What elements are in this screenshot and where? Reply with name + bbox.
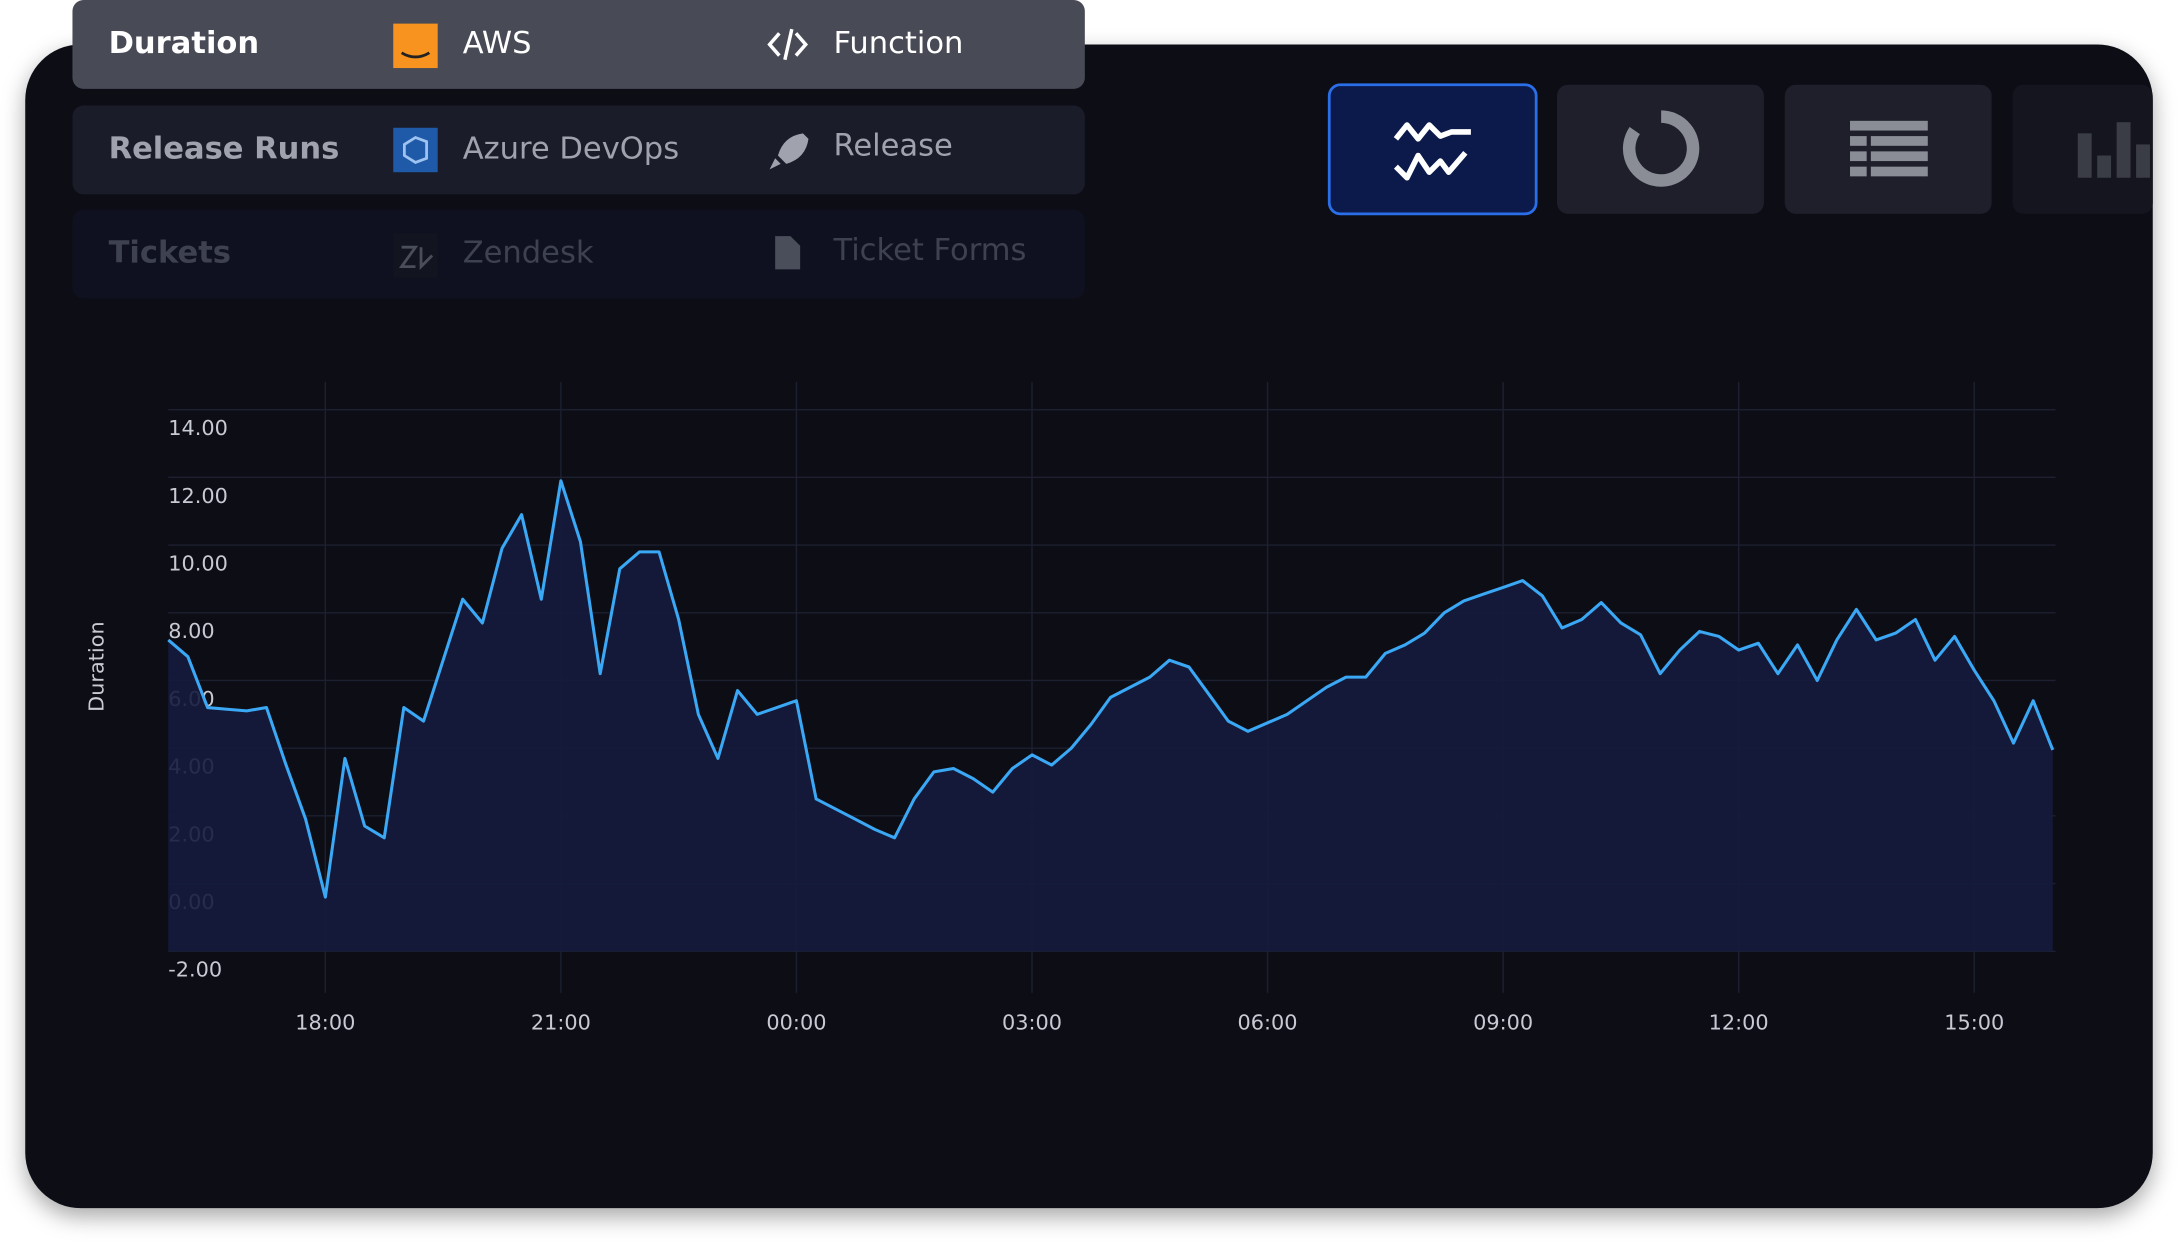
x-tick-label: 06:00 bbox=[1238, 1010, 1298, 1034]
metric-label: Tickets bbox=[109, 236, 231, 271]
source-label: Zendesk bbox=[463, 236, 594, 271]
y-axis-title: Duration bbox=[84, 621, 108, 711]
menu-row[interactable] bbox=[72, 209, 1085, 299]
line-icon bbox=[1393, 122, 1471, 181]
code-icon bbox=[767, 28, 809, 61]
document-icon bbox=[775, 236, 801, 270]
source-label: AWS bbox=[463, 26, 532, 61]
y-tick-label: 10.00 bbox=[168, 552, 228, 576]
x-tick-label: 15:00 bbox=[1944, 1010, 2004, 1034]
x-tick-label: 00:00 bbox=[766, 1010, 826, 1034]
line bbox=[167, 479, 2055, 899]
menu-row[interactable] bbox=[72, 105, 1085, 195]
x-tick-label: 18:00 bbox=[295, 1010, 355, 1034]
source-label: Azure DevOps bbox=[463, 131, 679, 166]
x-tick-label: 12:00 bbox=[1709, 1010, 1769, 1034]
y-tick-label: 12.00 bbox=[168, 484, 228, 508]
metric-label: Duration bbox=[109, 26, 260, 61]
plot: -2.000.002.004.006.008.0010.0012.0014.00… bbox=[167, 381, 2056, 1034]
kind-label: Ticket Forms bbox=[832, 233, 1026, 268]
line-view-button[interactable] bbox=[1327, 83, 1538, 216]
azure-icon bbox=[393, 127, 438, 173]
y-tick-label: -2.00 bbox=[168, 958, 222, 982]
x-tick-label: 09:00 bbox=[1473, 1010, 1533, 1034]
x-tick-label: 03:00 bbox=[1002, 1010, 1062, 1034]
donut-icon bbox=[1622, 110, 1700, 187]
y-tick-label: 8.00 bbox=[168, 619, 214, 643]
bar-icon bbox=[2077, 122, 2150, 178]
table-view-button[interactable] bbox=[1784, 84, 1992, 214]
aws-icon-smile bbox=[400, 51, 431, 59]
rocket-icon bbox=[769, 133, 809, 170]
metric-label: Release Runs bbox=[109, 131, 340, 166]
menu-row[interactable] bbox=[72, 0, 1085, 89]
azure-icon-mark bbox=[402, 135, 428, 165]
table-icon bbox=[1850, 120, 1928, 177]
aws-icon bbox=[393, 23, 438, 69]
zendesk-icon-mark bbox=[398, 245, 434, 270]
y-tick-label: 14.00 bbox=[168, 416, 228, 440]
donut-view-button[interactable] bbox=[1556, 84, 1764, 214]
x-tick-label: 21:00 bbox=[531, 1010, 591, 1034]
kind-label: Function bbox=[833, 26, 963, 61]
area bbox=[168, 480, 2053, 952]
kind-label: Release bbox=[833, 129, 952, 164]
